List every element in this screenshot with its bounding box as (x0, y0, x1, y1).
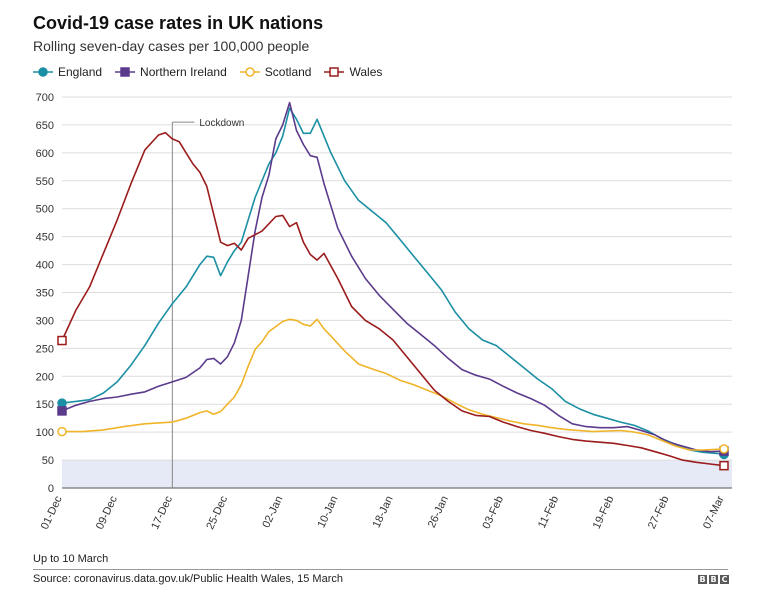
y-tick-label: 500 (36, 204, 54, 216)
data-cutoff-note: Up to 10 March (33, 553, 109, 565)
y-tick-label: 650 (36, 120, 54, 132)
legend-label: England (58, 65, 103, 79)
series-end-marker-wales (719, 460, 729, 471)
legend-label: Scotland (264, 65, 312, 79)
x-tick-label: 18-Jan (371, 494, 396, 530)
legend-marker-icon (33, 67, 53, 77)
legend-item-wales: Wales (323, 65, 382, 79)
y-tick-label: 450 (36, 232, 54, 244)
x-tick-label: 07-Mar (701, 494, 727, 531)
series-line-wales (61, 131, 725, 467)
chart-title: Covid-19 case rates in UK nations (33, 13, 324, 33)
y-tick-label: 250 (36, 343, 54, 355)
x-tick-label: 03-Feb (480, 494, 506, 531)
x-tick-label: 17-Dec (149, 494, 175, 532)
y-tick-label: 550 (36, 176, 54, 188)
legend-label: Northern Ireland (140, 65, 227, 79)
x-tick-label: 10-Jan (315, 494, 340, 530)
series-start-marker-scotland (57, 426, 67, 437)
y-tick-label: 100 (36, 427, 54, 439)
source-credit: Source: coronavirus.data.gov.uk/Public H… (33, 573, 343, 585)
x-tick-label: 25-Dec (204, 494, 230, 532)
low-rate-band (62, 460, 732, 488)
legend-item-scotland: Scotland (239, 65, 312, 79)
legend-marker-icon (324, 67, 345, 77)
x-tick-label: 26-Jan (426, 494, 451, 530)
y-tick-label: 700 (36, 92, 54, 104)
legend-symbol (38, 67, 48, 77)
y-tick-label: 0 (48, 483, 54, 495)
bbc-logo-letter: C (720, 575, 729, 584)
series-start-marker-england (57, 398, 67, 408)
legend-marker-icon (239, 67, 260, 77)
chart-subtitle: Rolling seven-day cases per 100,000 peop… (33, 38, 310, 54)
legend-item-england: England (32, 65, 102, 79)
legend-symbol (329, 67, 340, 77)
series-start-marker-wales (57, 335, 67, 346)
bbc-logo-letter: B (709, 575, 718, 584)
x-tick-label: 02-Jan (260, 494, 285, 530)
series-line-england (61, 107, 725, 456)
series-end-marker-scotland (719, 444, 729, 454)
x-tick-label: 27-Feb (646, 494, 672, 531)
x-tick-label: 19-Feb (591, 494, 617, 531)
legend-symbol (120, 67, 130, 77)
legend-label: Wales (349, 65, 383, 79)
y-tick-label: 200 (36, 371, 54, 383)
y-tick-label: 350 (36, 288, 54, 300)
series-line-northern-ireland (61, 101, 725, 453)
legend-item-northern-ireland: Northern Ireland (114, 65, 227, 79)
x-tick-label: 01-Dec (39, 494, 65, 532)
bbc-logo: B B C (696, 575, 729, 584)
line-chart: 0 50 100 150 200 250 300 350 400 450 500 550 600 650 7… (36, 92, 732, 532)
legend-symbol (245, 67, 255, 77)
series-start-marker-northern-ireland (57, 406, 67, 416)
series-line-scotland (62, 318, 725, 451)
footer-divider (33, 569, 728, 570)
bbc-logo-letter: B (698, 575, 707, 584)
chart-legend: England Northern Ireland Scotland Wales (32, 65, 394, 79)
y-tick-label: 400 (36, 260, 54, 272)
y-tick-label: 600 (36, 148, 54, 160)
y-tick-label: 300 (36, 315, 54, 327)
legend-marker-icon (115, 67, 136, 77)
x-tick-label: 09-Dec (94, 494, 120, 532)
y-tick-label: 50 (42, 455, 54, 467)
x-tick-label: 11-Feb (536, 494, 561, 530)
y-tick-label: 150 (36, 399, 54, 411)
lockdown-label: Lockdown (199, 118, 244, 129)
